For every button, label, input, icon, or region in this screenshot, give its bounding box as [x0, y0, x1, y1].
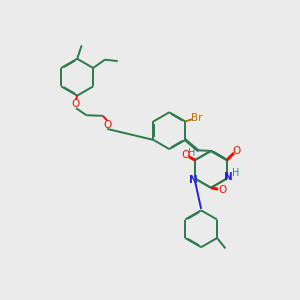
Text: Br: Br — [191, 113, 202, 123]
Text: H: H — [232, 168, 239, 178]
Text: O: O — [72, 99, 80, 109]
Text: N: N — [189, 175, 198, 185]
Text: O: O — [218, 185, 226, 195]
Text: N: N — [224, 172, 233, 182]
Text: O: O — [232, 146, 241, 156]
Text: O: O — [181, 150, 190, 160]
Text: H: H — [188, 148, 195, 158]
Text: O: O — [103, 120, 111, 130]
